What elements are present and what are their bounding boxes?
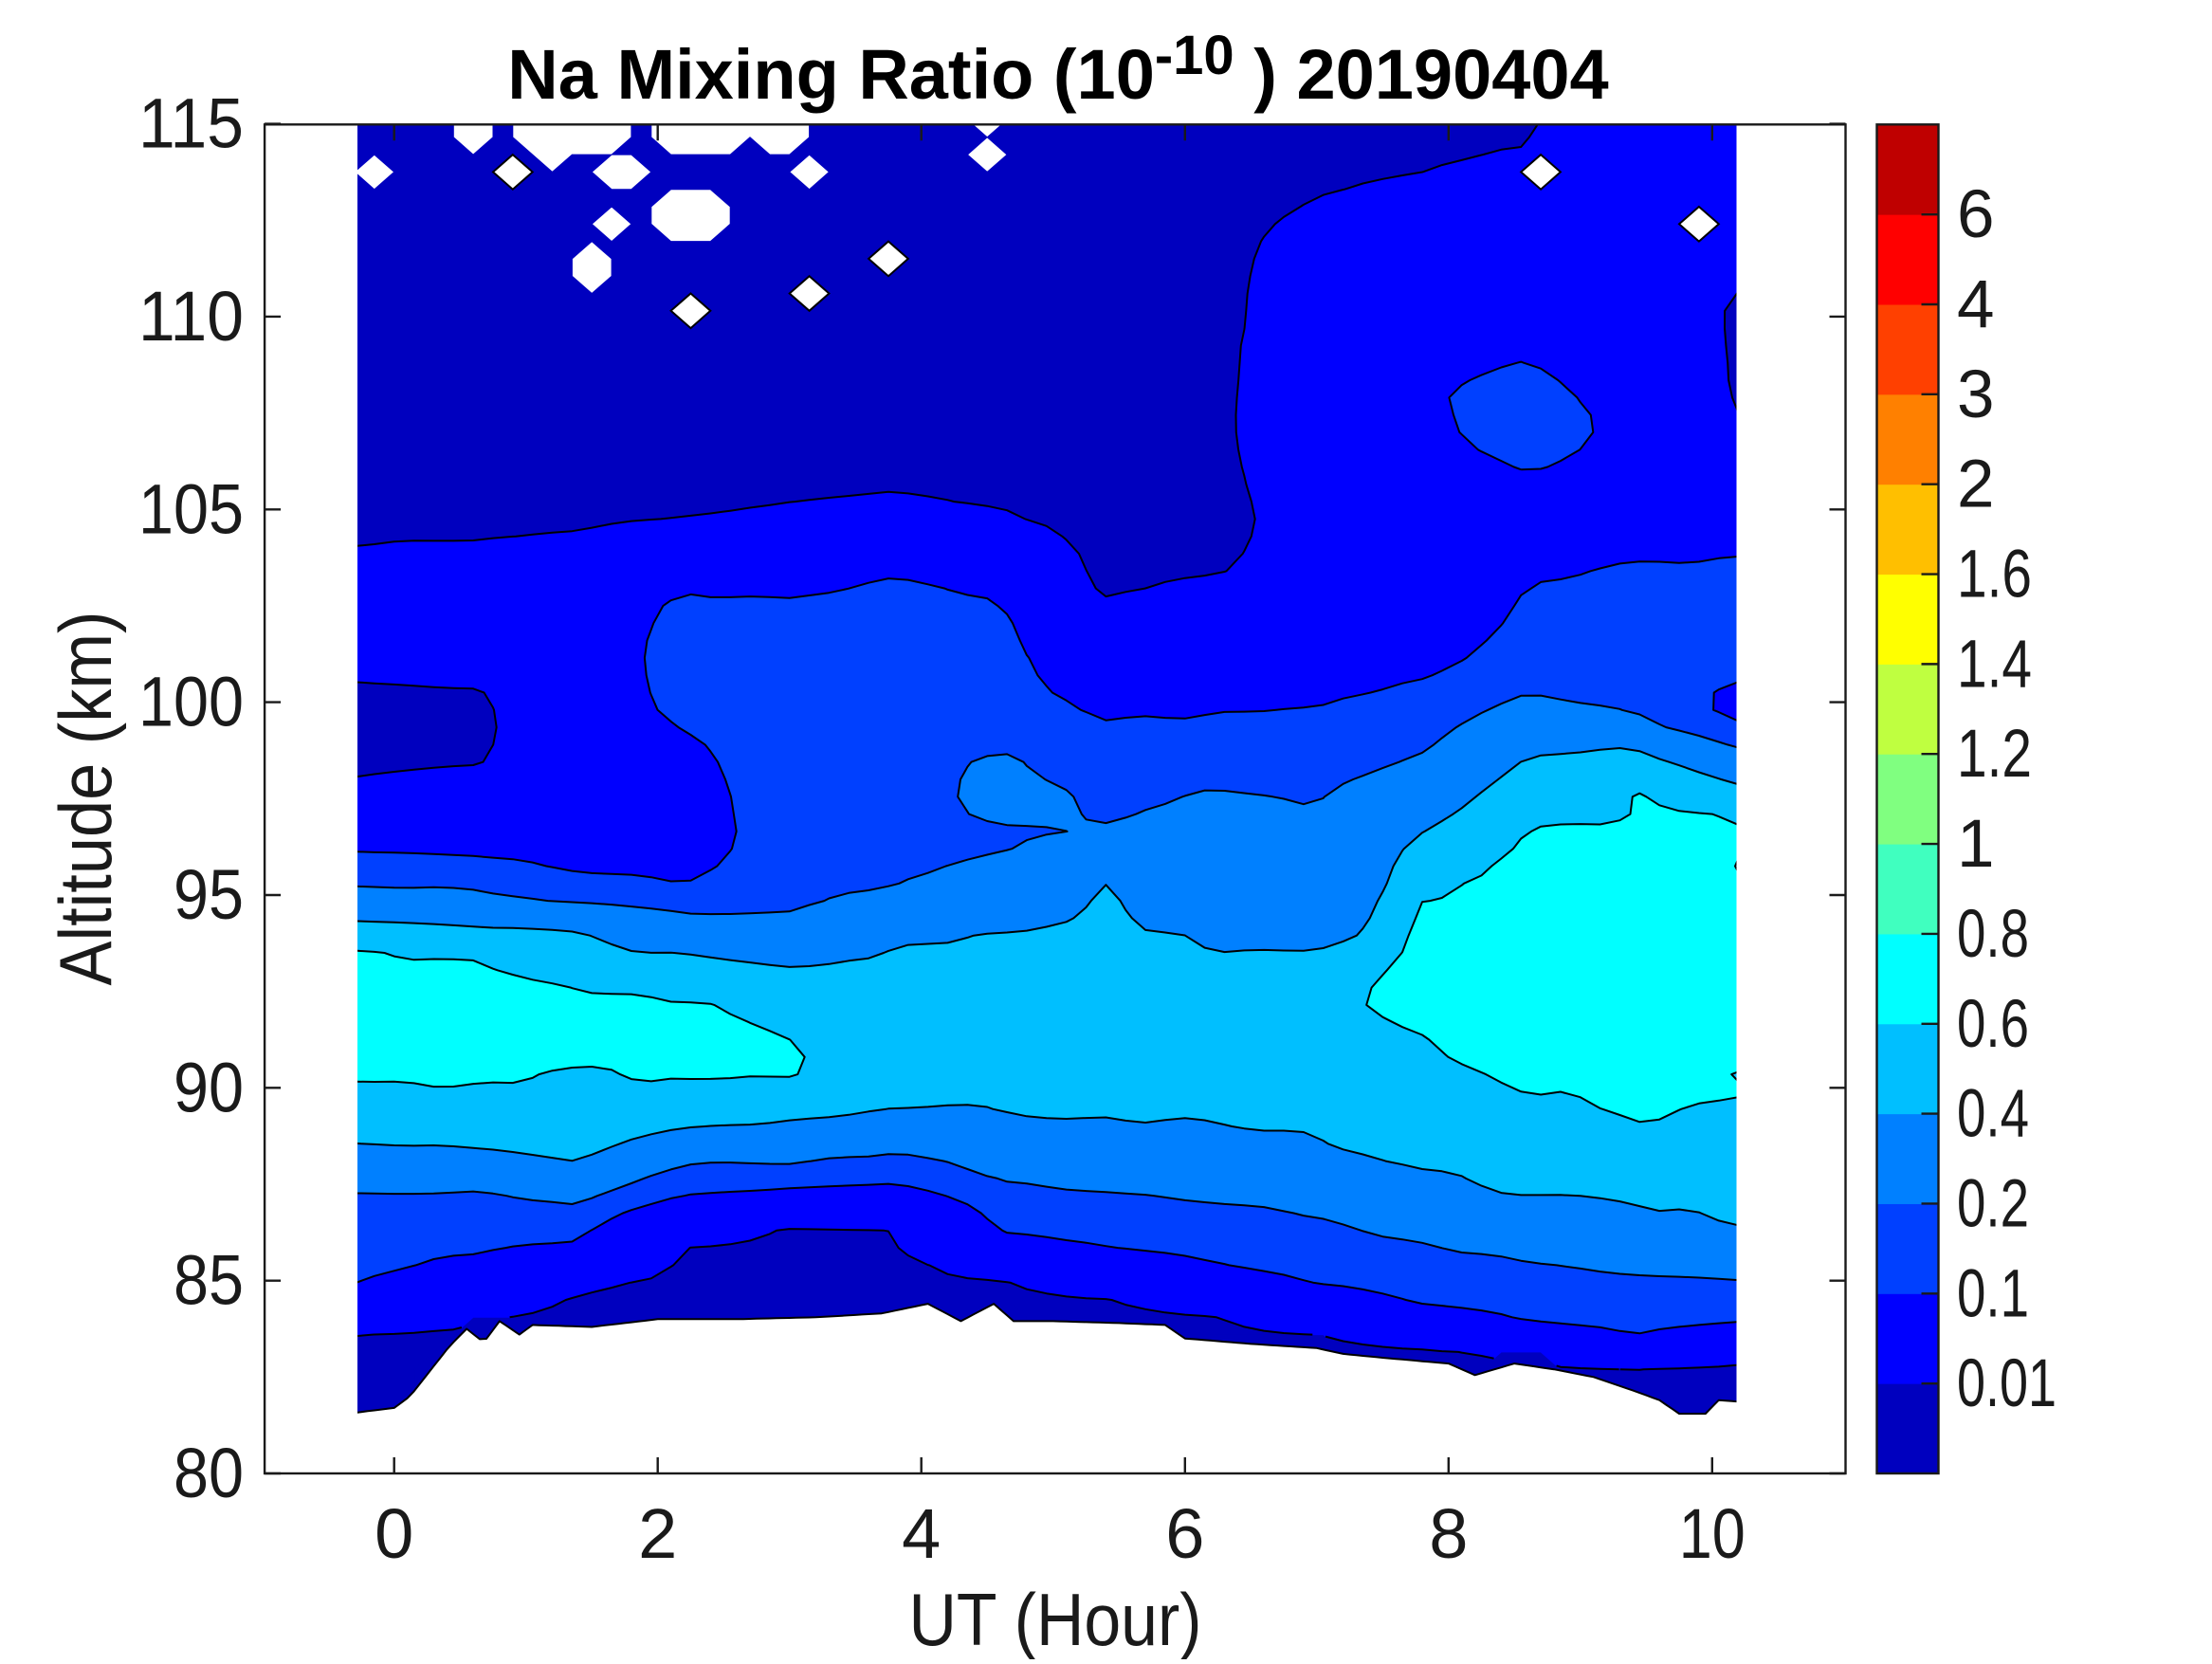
svg-text:2: 2 bbox=[638, 1494, 677, 1573]
svg-text:1.4: 1.4 bbox=[1957, 627, 2032, 702]
svg-text:0.4: 0.4 bbox=[1957, 1077, 2029, 1152]
svg-text:3: 3 bbox=[1957, 357, 1995, 432]
svg-text:0.6: 0.6 bbox=[1957, 987, 2029, 1062]
svg-text:0.01: 0.01 bbox=[1957, 1346, 2057, 1421]
svg-text:6: 6 bbox=[1957, 177, 1995, 252]
svg-text:Altitude (km): Altitude (km) bbox=[44, 612, 127, 986]
svg-text:115: 115 bbox=[138, 84, 244, 163]
svg-text:80: 80 bbox=[174, 1434, 244, 1512]
svg-text:95: 95 bbox=[174, 855, 244, 934]
svg-text:Na Mixing Ratio (10-10 ) 20190: Na Mixing Ratio (10-10 ) 20190404 bbox=[507, 25, 1608, 114]
svg-text:0: 0 bbox=[375, 1494, 413, 1573]
svg-text:100: 100 bbox=[138, 663, 244, 741]
svg-text:85: 85 bbox=[174, 1241, 244, 1320]
svg-text:1: 1 bbox=[1957, 807, 1995, 882]
svg-text:4: 4 bbox=[1957, 267, 1995, 342]
svg-text:105: 105 bbox=[138, 469, 244, 548]
svg-text:110: 110 bbox=[138, 277, 244, 356]
svg-text:6: 6 bbox=[1165, 1494, 1204, 1573]
svg-text:8: 8 bbox=[1429, 1494, 1468, 1573]
svg-text:0.1: 0.1 bbox=[1957, 1256, 2029, 1331]
svg-text:1.2: 1.2 bbox=[1957, 717, 2032, 792]
svg-text:90: 90 bbox=[174, 1048, 244, 1126]
svg-text:0.8: 0.8 bbox=[1957, 897, 2029, 972]
svg-text:0.2: 0.2 bbox=[1957, 1167, 2029, 1242]
svg-text:2: 2 bbox=[1957, 448, 1995, 522]
svg-text:UT (Hour): UT (Hour) bbox=[909, 1578, 1202, 1659]
svg-text:4: 4 bbox=[902, 1494, 941, 1573]
svg-text:10: 10 bbox=[1679, 1494, 1746, 1573]
svg-text:1.6: 1.6 bbox=[1957, 538, 2032, 613]
